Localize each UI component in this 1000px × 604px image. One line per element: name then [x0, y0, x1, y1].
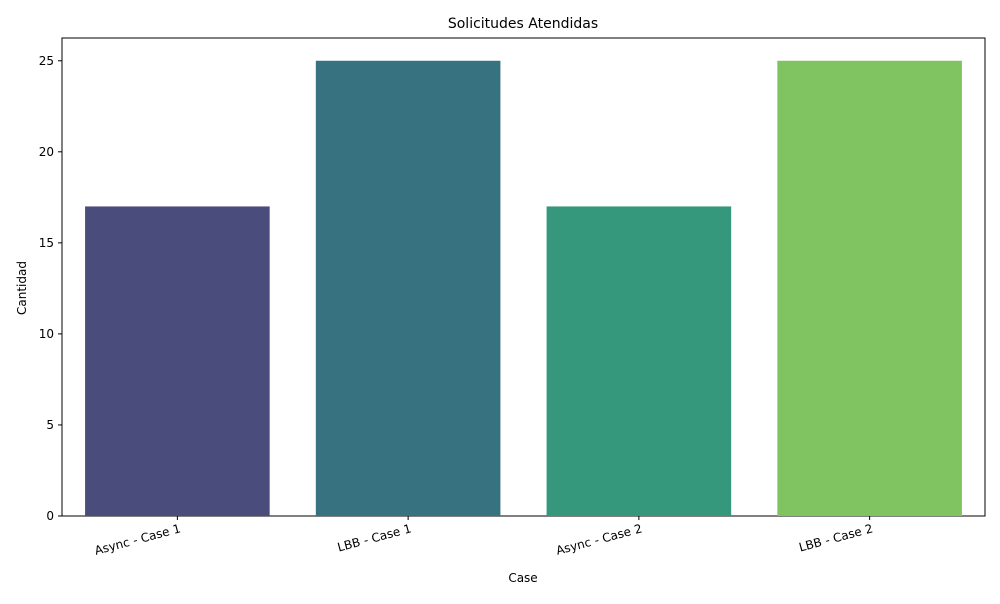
bar-1: [85, 206, 270, 516]
y-tick-label: 20: [39, 145, 54, 159]
y-tick-label: 0: [46, 509, 54, 523]
x-tick-label: LBB - Case 2: [797, 521, 874, 554]
x-tick-label: Async - Case 1: [93, 521, 182, 557]
x-tick-label: LBB - Case 1: [336, 521, 413, 554]
plot-frame: [61, 37, 986, 517]
y-tick-label: 25: [39, 54, 54, 68]
y-axis: 0 5 10 15 20 25: [39, 54, 62, 523]
bar-4: [777, 60, 962, 516]
x-axis: Async - Case 1 LBB - Case 1 Async - Case 2…: [93, 516, 874, 558]
bar-3: [546, 206, 732, 516]
x-tick-label: Async - Case 2: [554, 521, 643, 557]
bar-2: [315, 60, 501, 516]
plot-area: [61, 37, 986, 517]
y-axis-label: Cantidad: [15, 261, 29, 315]
chart-title: Solicitudes Atendidas: [448, 16, 598, 32]
bars-group: [85, 60, 962, 516]
x-axis-label: Case: [508, 571, 537, 585]
y-tick-label: 15: [39, 236, 54, 250]
y-tick-label: 5: [46, 418, 54, 432]
y-tick-label: 10: [39, 327, 54, 341]
